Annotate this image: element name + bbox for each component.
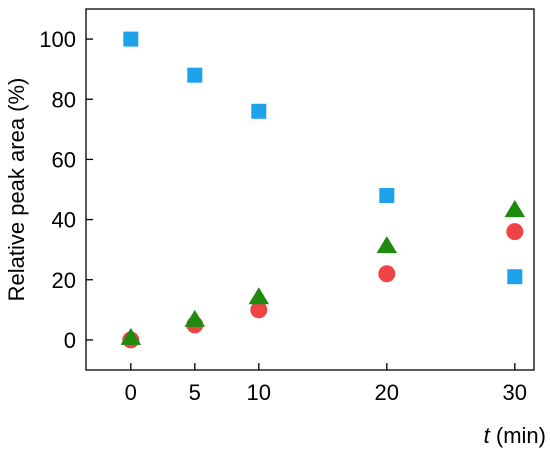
y-tick-label: 60: [52, 147, 76, 172]
circle-marker: [378, 265, 396, 283]
y-tick-label: 20: [52, 268, 76, 293]
square-marker: [507, 269, 523, 285]
square-marker: [187, 67, 203, 83]
circle-marker: [250, 301, 268, 319]
triangle-marker: [184, 309, 206, 327]
triangle-marker: [248, 287, 270, 305]
x-tick-label: 20: [375, 380, 399, 405]
y-tick-label: 80: [52, 87, 76, 112]
triangle-marker: [376, 236, 398, 254]
x-axis-unit: (min): [490, 423, 546, 448]
plot-frame: [85, 8, 535, 371]
square-marker: [123, 31, 139, 47]
x-tick-label: 10: [247, 380, 271, 405]
x-tick-label: 5: [189, 380, 201, 405]
triangle-marker: [504, 200, 526, 218]
data-marks: [120, 31, 526, 349]
triangle-marker: [120, 327, 142, 345]
y-axis-label: Relative peak area (%): [4, 78, 29, 302]
x-tick-label: 30: [503, 380, 527, 405]
y-tick-label: 0: [64, 328, 76, 353]
x-tick-label: 0: [125, 380, 137, 405]
x-axis-variable: t: [484, 423, 491, 448]
y-tick-label: 100: [39, 27, 76, 52]
axis-ticks: 0 5 10 20 30 0 20 40 60 80 100: [39, 27, 527, 405]
circle-marker: [506, 223, 524, 241]
square-marker: [251, 103, 267, 119]
x-axis-label: t (min): [484, 423, 546, 448]
square-marker: [379, 188, 395, 204]
y-tick-label: 40: [52, 208, 76, 233]
